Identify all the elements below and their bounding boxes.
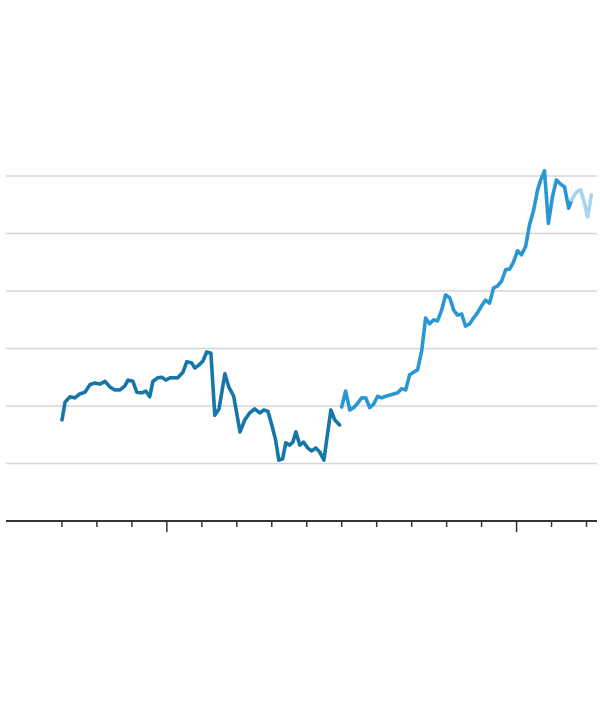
series-line <box>60 350 342 462</box>
series-line <box>569 188 594 219</box>
series-line <box>339 169 574 412</box>
